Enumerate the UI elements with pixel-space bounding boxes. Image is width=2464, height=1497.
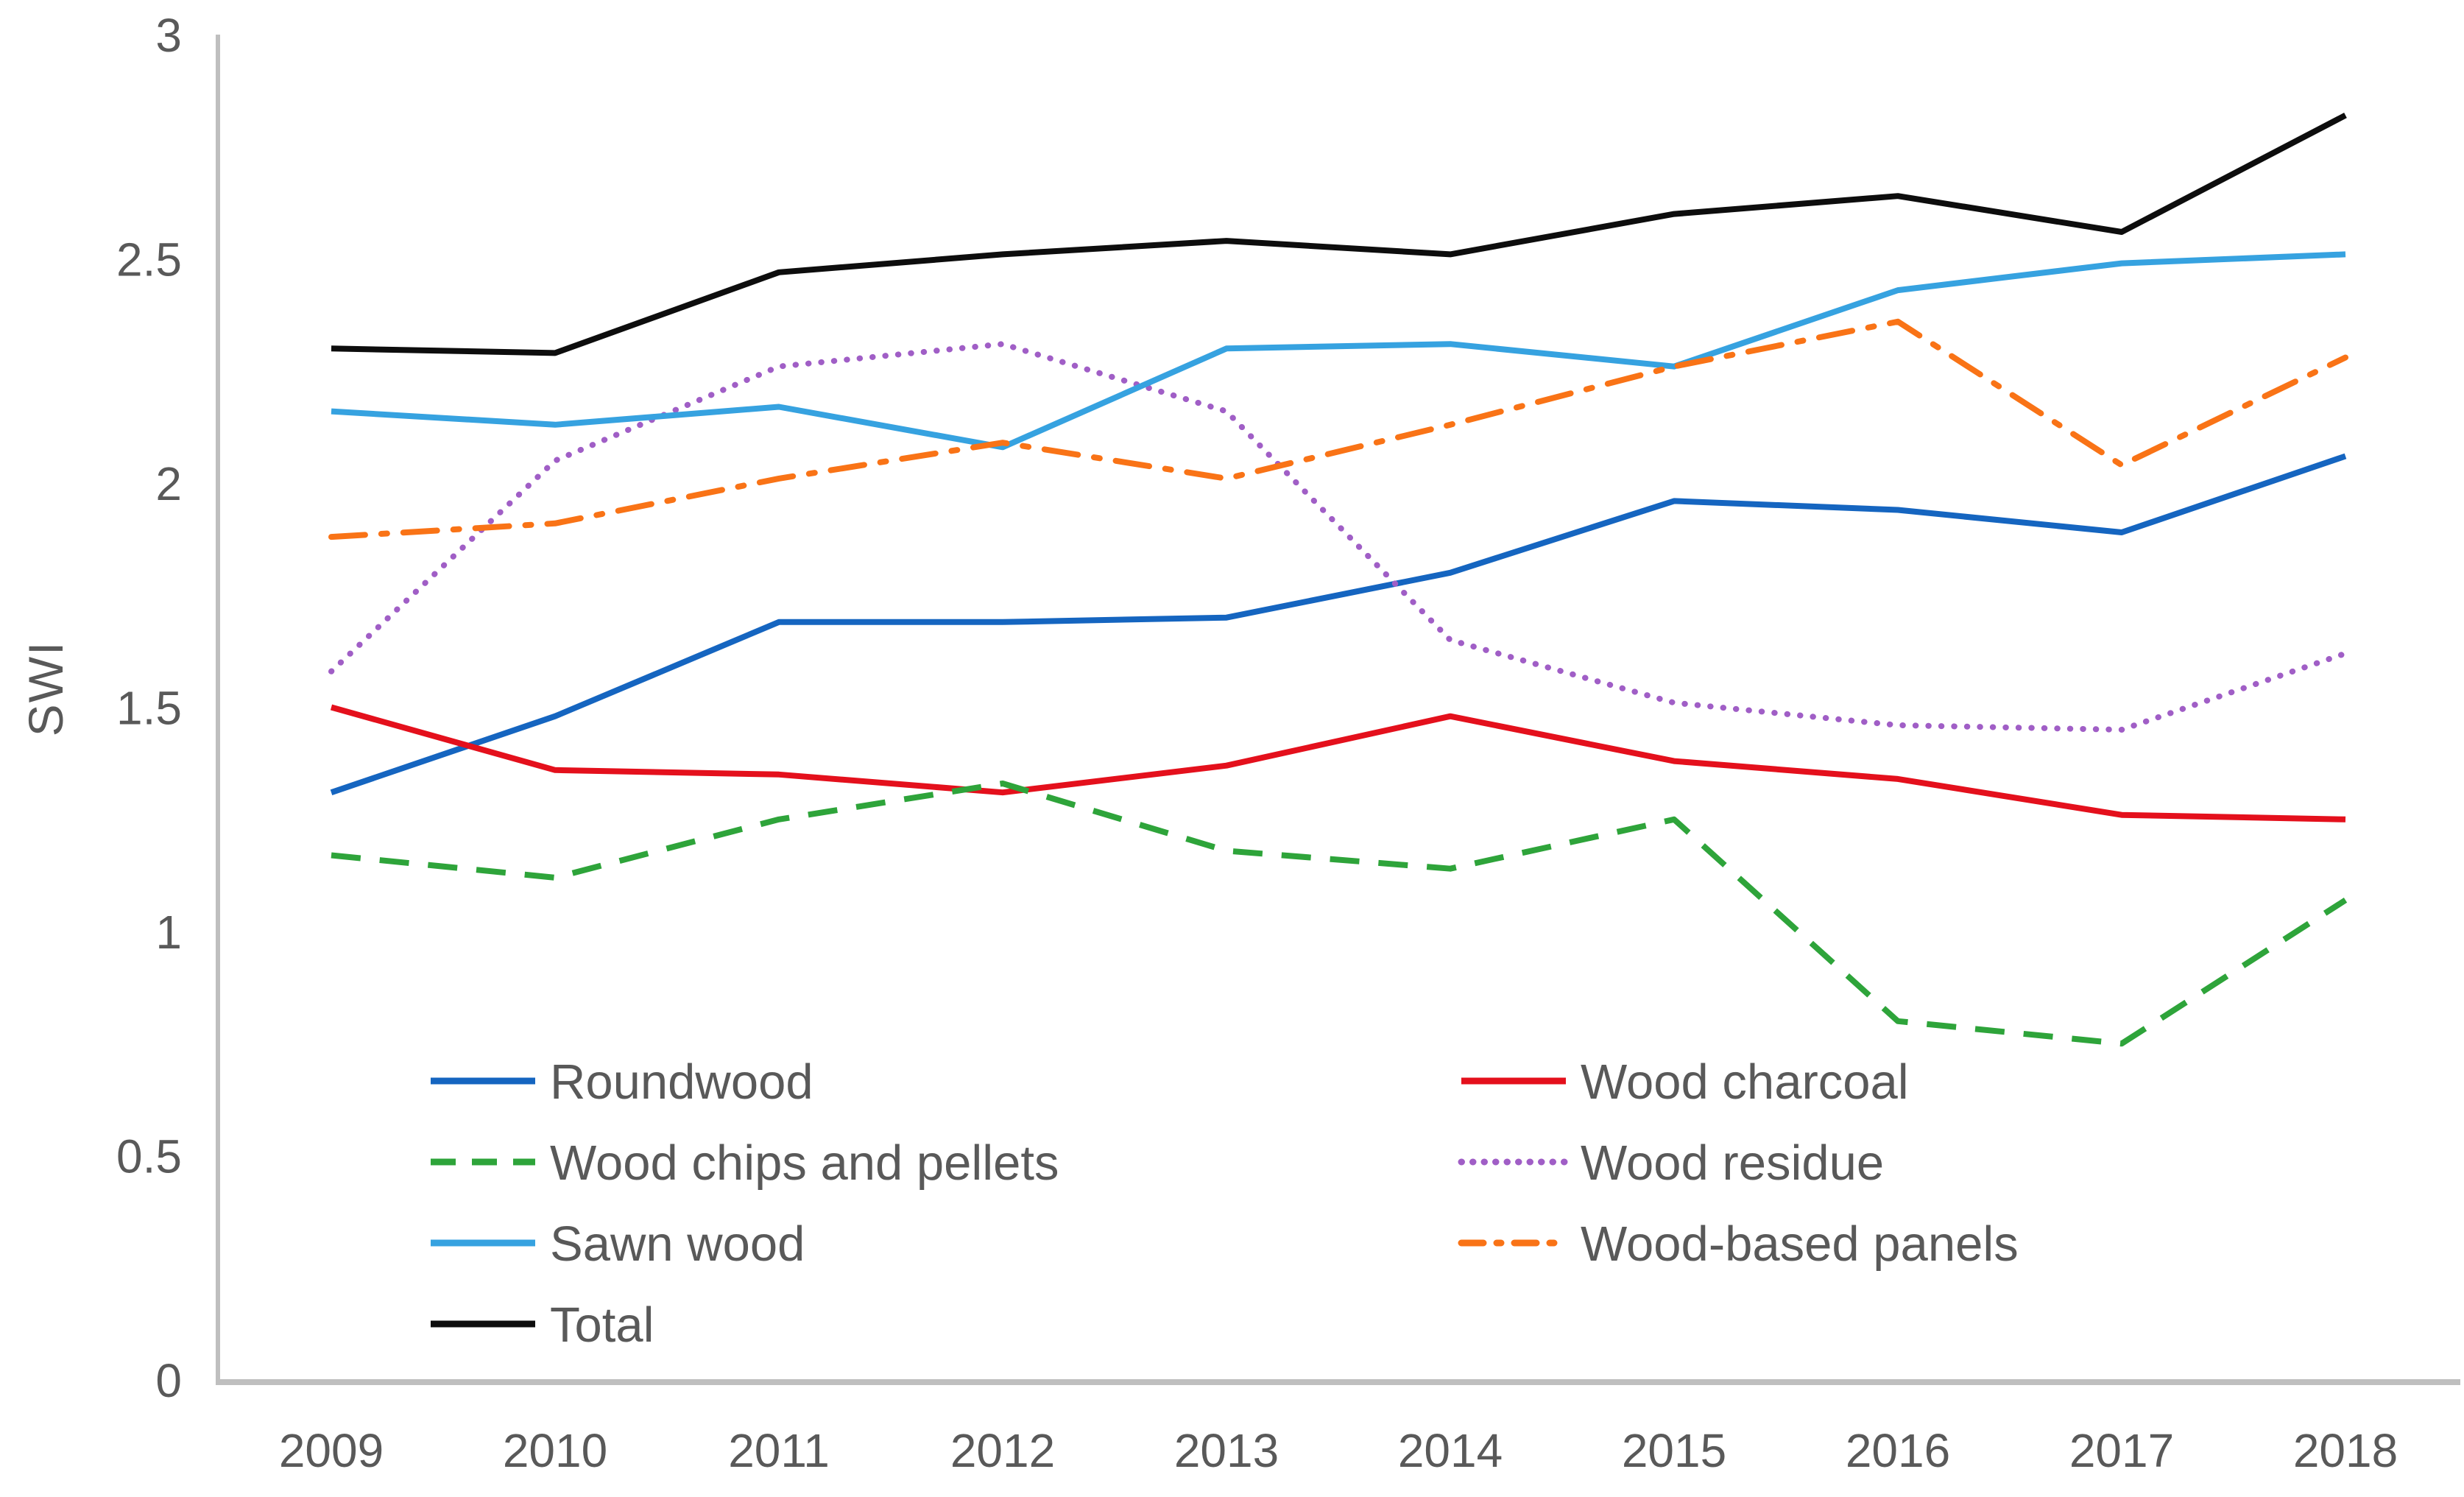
legend-item-total: Total	[431, 1297, 654, 1353]
series-line-wood-chips-and-pellets	[331, 781, 2348, 1047]
legend-label-total: Total	[550, 1297, 654, 1353]
legend-label-wood-charcoal: Wood charcoal	[1581, 1054, 1909, 1110]
legend-label-wood-based-panels: Wood-based panels	[1581, 1216, 2019, 1272]
series-line-sawn-wood	[331, 251, 2346, 451]
legend-item-wood-chips-and-pellets: Wood chips and pellets	[431, 1135, 1059, 1191]
legend-item-wood-residue: Wood residue	[1458, 1135, 1884, 1191]
legend: Roundwood Wood chips and pellets Sawn wood…	[431, 1054, 2019, 1353]
x-tick-label: 2011	[728, 1424, 830, 1477]
legend-label-wood-chips-and-pellets: Wood chips and pellets	[550, 1135, 1059, 1191]
legend-item-sawn-wood: Sawn wood	[431, 1216, 805, 1272]
y-tick-label: 1.5	[116, 682, 182, 735]
x-tick-label: 2015	[1622, 1424, 1726, 1477]
series-line-roundwood	[330, 453, 2347, 795]
y-tick-label: 3	[155, 9, 182, 62]
series-line-total	[331, 113, 2347, 356]
legend-label-sawn-wood: Sawn wood	[550, 1216, 805, 1272]
y-axis-title: SWI	[18, 640, 73, 737]
legend-item-wood-based-panels: Wood-based panels	[1458, 1216, 2019, 1272]
legend-item-wood-charcoal: Wood charcoal	[1461, 1054, 1909, 1110]
y-tick-label: 1	[155, 906, 182, 959]
series-line-wood-residue	[328, 341, 2348, 733]
y-axis-tick-labels: 0 0.5 1 1.5 2 2.5 3	[116, 9, 182, 1407]
x-axis-tick-labels: 2009 2010 2011 2012 2013 2014 2015 2016 2017 2018	[279, 1424, 2398, 1477]
axes	[216, 35, 2460, 1385]
x-tick-label: 2017	[2069, 1424, 2174, 1477]
series-line-wood-based-panels	[328, 318, 2348, 540]
y-tick-label: 0	[155, 1354, 182, 1407]
legend-label-wood-residue: Wood residue	[1581, 1135, 1884, 1191]
series-line-wood-charcoal	[330, 704, 2346, 823]
legend-item-roundwood: Roundwood	[431, 1054, 813, 1110]
x-tick-label: 2010	[503, 1424, 607, 1477]
series-lines	[328, 113, 2348, 1047]
x-tick-label: 2013	[1174, 1424, 1279, 1477]
x-tick-label: 2009	[279, 1424, 384, 1477]
legend-label-roundwood: Roundwood	[550, 1054, 813, 1110]
y-tick-label: 2	[155, 457, 182, 510]
y-tick-label: 0.5	[116, 1130, 182, 1183]
y-tick-label: 2.5	[116, 233, 182, 286]
x-tick-label: 2016	[1846, 1424, 1950, 1477]
x-tick-label: 2014	[1398, 1424, 1503, 1477]
x-tick-label: 2018	[2293, 1424, 2398, 1477]
x-tick-label: 2012	[950, 1424, 1055, 1477]
